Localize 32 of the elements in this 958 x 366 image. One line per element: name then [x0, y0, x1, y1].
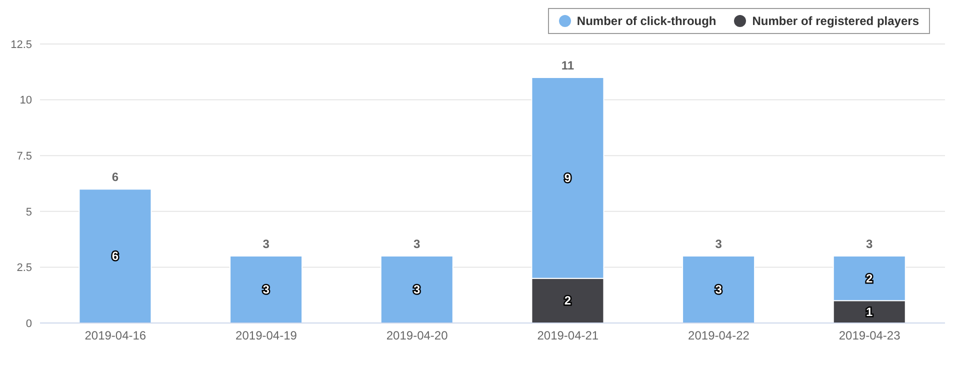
y-tick-label: 0	[26, 318, 32, 330]
bar	[230, 256, 303, 323]
x-tick-label: 2019-04-20	[386, 328, 448, 343]
legend-label: Number of click-through	[576, 14, 716, 28]
y-tick-label: 10	[20, 94, 32, 107]
x-tick-label: 2019-04-21	[537, 328, 599, 343]
y-tick-label: 7.5	[16, 150, 32, 163]
data-label: 2	[564, 294, 572, 308]
bar	[380, 256, 454, 323]
bar	[682, 256, 756, 323]
data-label: 3	[414, 282, 421, 297]
data-label: 1	[866, 304, 874, 319]
data-label: 2	[866, 271, 874, 286]
total-label: 6	[112, 170, 119, 184]
total-label: 3	[262, 237, 270, 252]
data-label: 6	[112, 249, 119, 264]
total-label: 11	[561, 58, 574, 72]
y-tick-label: 2.5	[16, 262, 32, 274]
legend-label: Number of registered players	[751, 14, 919, 28]
total-label: 3	[414, 237, 421, 252]
x-tick-label: 2019-04-19	[236, 328, 298, 343]
data-label: 9	[564, 170, 572, 185]
x-tick-label: 2019-04-23	[838, 328, 901, 343]
total-label: 3	[866, 237, 874, 252]
data-label: 3	[262, 282, 270, 297]
bar	[78, 188, 152, 323]
x-tick-label: 2019-04-16	[84, 328, 146, 343]
x-tick-label: 2019-04-22	[688, 328, 750, 343]
total-label: 3	[715, 237, 722, 252]
data-label: 3	[715, 282, 722, 297]
y-tick-label: 5	[26, 206, 32, 218]
y-tick-label: 12.5	[10, 38, 32, 51]
